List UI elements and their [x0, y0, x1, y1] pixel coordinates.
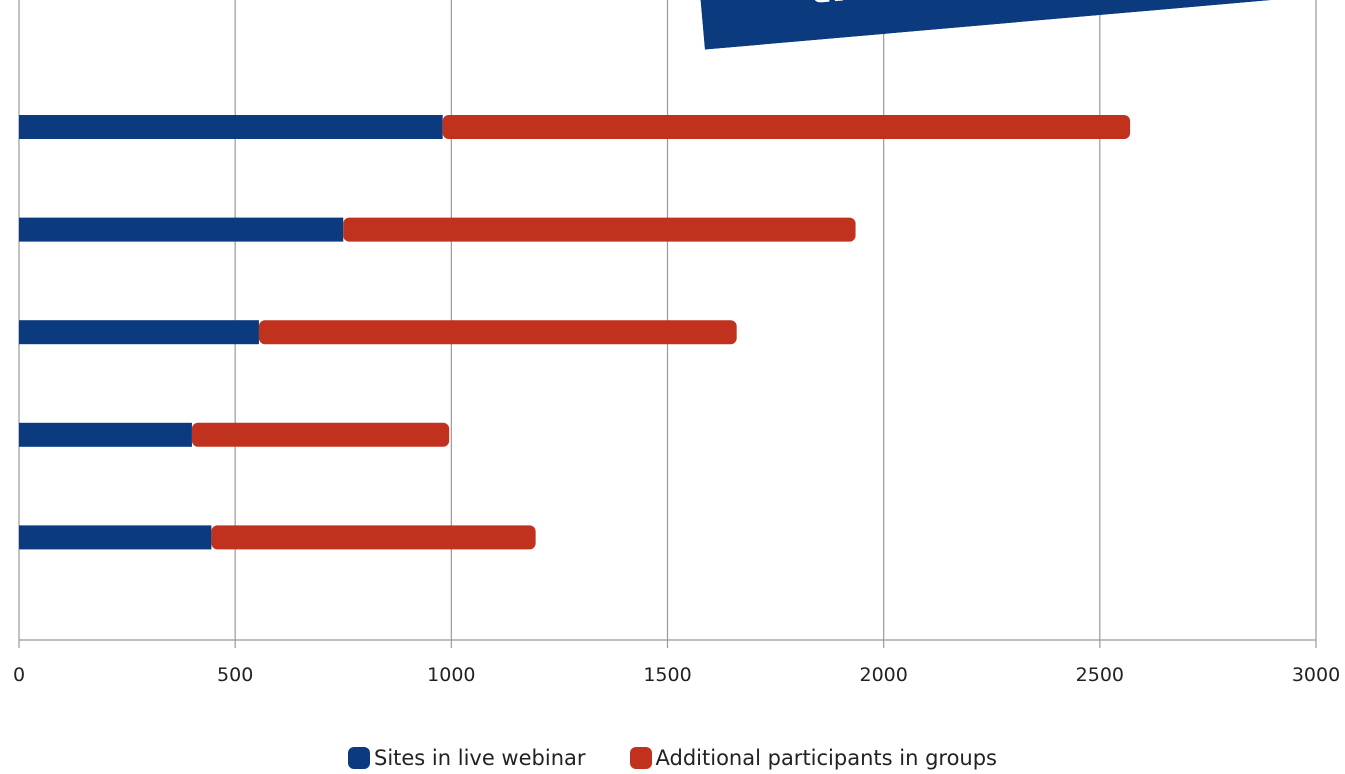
- x-tick-label: 2000: [859, 664, 907, 686]
- x-tick-label: 3000: [1292, 664, 1340, 686]
- legend-swatch-participants: [630, 747, 652, 769]
- bar-sites: [19, 525, 211, 549]
- x-axis: 0 500 1000 1500 2000 2500 3000: [13, 640, 1340, 686]
- bar-participants: [259, 320, 737, 344]
- bars: [19, 115, 1130, 549]
- bar-participants: [343, 218, 855, 242]
- bar-sites: [19, 423, 192, 447]
- legend: Sites in live webinar Additional partici…: [0, 742, 1345, 774]
- bar-participants: [211, 525, 535, 549]
- x-tick-label: 1000: [427, 664, 475, 686]
- bar-participants: [192, 423, 449, 447]
- bar-sites: [19, 115, 443, 139]
- legend-label-participants: Additional participants in groups: [656, 746, 998, 770]
- legend-item-sites: Sites in live webinar: [348, 746, 586, 770]
- x-tick-label: 1500: [643, 664, 691, 686]
- legend-item-participants: Additional participants in groups: [630, 746, 998, 770]
- legend-swatch-sites: [348, 747, 370, 769]
- x-tick-label: 0: [13, 664, 25, 686]
- x-tick-label: 2500: [1076, 664, 1124, 686]
- bar-chart: 0 500 1000 1500 2000 2500 3000: [0, 0, 1345, 742]
- bar-sites: [19, 320, 259, 344]
- bar-participants: [443, 115, 1130, 139]
- x-tick-label: 500: [217, 664, 253, 686]
- legend-label-sites: Sites in live webinar: [374, 746, 586, 770]
- bar-sites: [19, 218, 343, 242]
